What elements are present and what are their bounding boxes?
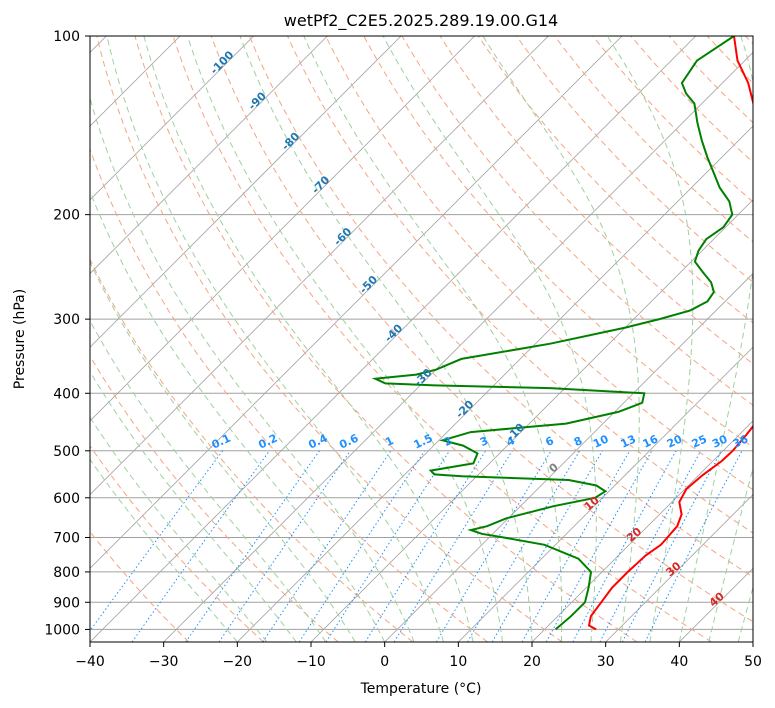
x-tick-label: 20 bbox=[523, 654, 541, 670]
dry-adiabat bbox=[516, 36, 753, 283]
y-tick-label: 700 bbox=[53, 531, 80, 547]
background-lines bbox=[90, 36, 753, 642]
moist-adiabat bbox=[90, 261, 356, 642]
isotherm-line bbox=[90, 36, 476, 422]
y-tick-label: 1000 bbox=[44, 622, 80, 638]
moist-adiabat bbox=[90, 458, 238, 642]
dry-adiabat bbox=[210, 36, 753, 623]
x-tick-label: 40 bbox=[670, 654, 688, 670]
dry-adiabat bbox=[325, 36, 753, 491]
isotherm-line bbox=[90, 36, 328, 275]
x-tick-label: −10 bbox=[296, 654, 326, 670]
isotherm-line bbox=[90, 36, 623, 569]
dewpoint-profile bbox=[371, 36, 735, 631]
isotherm-line bbox=[90, 36, 255, 201]
mixing-ratio-line bbox=[599, 450, 702, 642]
y-tick-label: 400 bbox=[53, 386, 80, 402]
mixing-ratio-line bbox=[90, 450, 224, 632]
isotherm-line bbox=[752, 641, 753, 642]
y-tick-label: 600 bbox=[53, 491, 80, 507]
x-tick-label: −30 bbox=[149, 654, 179, 670]
moist-adiabat bbox=[303, 36, 563, 642]
isotherm-line bbox=[90, 36, 697, 642]
moist-adiabat bbox=[90, 416, 268, 642]
x-tick-label: 30 bbox=[597, 654, 615, 670]
dry-adiabat bbox=[248, 36, 753, 578]
moist-adiabat bbox=[90, 96, 415, 642]
mixing-ratio-label: 16 bbox=[641, 432, 661, 450]
dry-adiabat bbox=[90, 355, 339, 642]
mixing-ratio-label: 10 bbox=[591, 432, 611, 450]
y-tick-label: 800 bbox=[53, 565, 80, 581]
mixing-ratio-line bbox=[185, 450, 320, 642]
moist-adiabat bbox=[90, 319, 327, 642]
dry-adiabat bbox=[134, 36, 638, 642]
mixing-ratio-label: 30 bbox=[710, 432, 730, 450]
moist-adiabat bbox=[143, 36, 474, 642]
moist-adiabat bbox=[678, 36, 753, 642]
mixing-ratio-label: 20 bbox=[665, 432, 685, 450]
mixing-ratio-line bbox=[325, 450, 450, 642]
profile-lines bbox=[371, 36, 753, 631]
y-tick-label: 500 bbox=[53, 444, 80, 460]
x-tick-label: 50 bbox=[744, 654, 762, 670]
dry-adiabat bbox=[96, 36, 563, 642]
x-tick-label: −40 bbox=[75, 654, 105, 670]
x-tick-label: −20 bbox=[223, 654, 253, 670]
isotherm-line bbox=[90, 36, 549, 496]
dry-adiabat bbox=[90, 258, 414, 642]
dry-adiabat bbox=[172, 36, 712, 642]
mixing-ratio-line bbox=[435, 450, 552, 642]
mixing-ratio-label: 25 bbox=[690, 432, 709, 450]
plot-frame bbox=[89, 35, 754, 643]
isotherm-line bbox=[384, 272, 753, 642]
y-tick-label: 100 bbox=[53, 29, 80, 45]
y-tick-label: 900 bbox=[53, 595, 80, 611]
y-axis-title: Pressure (hPa) bbox=[12, 289, 28, 389]
mixing-ratio-line bbox=[521, 450, 631, 642]
y-tick-label: 300 bbox=[53, 312, 80, 328]
moist-adiabat bbox=[606, 36, 694, 642]
moist-adiabat bbox=[187, 36, 503, 642]
x-tick-label: 0 bbox=[380, 654, 389, 670]
moist-adiabat bbox=[106, 36, 445, 642]
moist-adiabat bbox=[382, 36, 597, 642]
y-tick-label: 200 bbox=[53, 208, 80, 224]
moist-adiabat bbox=[239, 36, 533, 642]
isotherm-line bbox=[458, 346, 753, 642]
mixing-ratio-line bbox=[644, 450, 743, 642]
plot-area bbox=[90, 36, 753, 642]
x-axis: −40 −30 −20 −10 0 10 20 30 40 50 bbox=[75, 642, 762, 670]
dry-adiabat bbox=[90, 444, 264, 642]
mixing-ratio-line bbox=[364, 450, 487, 642]
isotherm-line bbox=[90, 36, 402, 348]
temperature-profile bbox=[587, 36, 753, 631]
isotherm-line bbox=[605, 494, 753, 642]
dry-adiabat bbox=[287, 36, 753, 534]
mixing-ratio-label: 36 bbox=[731, 432, 751, 450]
moist-adiabat bbox=[482, 36, 640, 642]
mixing-ratio-line bbox=[131, 450, 270, 642]
moist-adiabat bbox=[90, 190, 386, 642]
mixing-ratio-label: 13 bbox=[619, 432, 638, 450]
moist-adiabat bbox=[708, 466, 753, 642]
x-tick-label: 10 bbox=[449, 654, 467, 670]
x-axis-title: Temperature (°C) bbox=[360, 681, 482, 697]
chart-title: wetPf2_C2E5.2025.289.19.00.G14 bbox=[284, 11, 558, 31]
mixing-ratio-line bbox=[262, 450, 392, 642]
mixing-ratio-line bbox=[572, 450, 677, 642]
mixing-ratio-line bbox=[298, 450, 426, 642]
isotherm-line bbox=[237, 125, 753, 642]
isotherm-line bbox=[163, 51, 753, 642]
moist-adiabat bbox=[737, 585, 753, 642]
isotherm-line bbox=[531, 420, 753, 642]
y-axis: 100 200 300 400 500 600 700 800 900 1000 bbox=[44, 29, 90, 638]
mixing-ratio-line bbox=[218, 450, 351, 642]
moist-adiabat bbox=[90, 370, 297, 642]
mixing-ratio-line bbox=[545, 450, 653, 642]
